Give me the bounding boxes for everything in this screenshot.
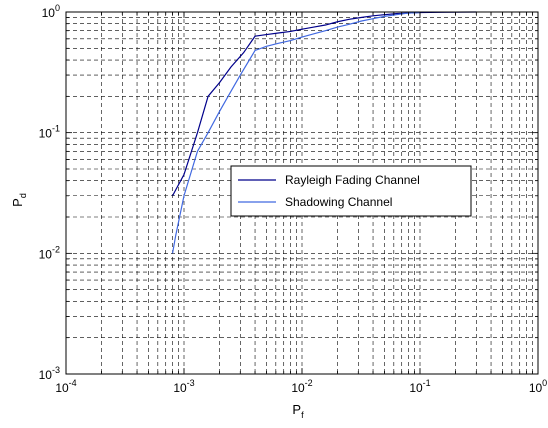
y-axis-label: Pd [10, 193, 28, 207]
x-axis-label: Pf [292, 402, 304, 420]
y-tick-label: 10-2 [39, 244, 60, 261]
y-tick-label-exponent: -3 [52, 365, 60, 375]
x-tick-label-base: 10 [409, 381, 423, 395]
y-axis-label-main: P [10, 198, 25, 207]
x-tick-label-base: 10 [173, 381, 187, 395]
x-tick-label: 10-4 [55, 378, 76, 395]
y-tick-label-exponent: -2 [52, 244, 60, 254]
x-tick-label-base: 10 [55, 381, 69, 395]
y-axis-label-sub: d [18, 193, 28, 198]
x-tick-label: 10-3 [173, 378, 194, 395]
x-tick-label: 10-2 [291, 378, 312, 395]
y-tick-label-exponent: -1 [52, 124, 60, 134]
y-tick-label: 10-3 [39, 365, 60, 382]
y-tick-label-base: 10 [39, 127, 53, 141]
legend: Rayleigh Fading Channel Shadowing Channe… [230, 165, 472, 217]
legend-label-shadowing: Shadowing Channel [285, 195, 392, 209]
y-tick-label-base: 10 [39, 247, 53, 261]
y-tick-label: 10-1 [39, 124, 60, 141]
x-axis-label-sub: f [301, 410, 304, 420]
x-tick-label-exponent: -1 [423, 378, 431, 388]
y-axis-label-group: Pd [10, 193, 28, 207]
x-tick-label-exponent: 0 [542, 378, 547, 388]
series-line-shadowing [171, 11, 421, 254]
x-tick-label-exponent: -2 [305, 378, 313, 388]
x-tick-label: 10-1 [409, 378, 430, 395]
x-tick-label: 100 [529, 378, 547, 395]
y-tick-label-base: 10 [42, 6, 56, 20]
x-tick-label-base: 10 [291, 381, 305, 395]
x-tick-label-exponent: -3 [187, 378, 195, 388]
x-tick-label-base: 10 [529, 381, 543, 395]
y-tick-label: 100 [42, 3, 60, 20]
y-tick-label-exponent: 0 [55, 3, 60, 13]
x-axis-label-main: P [292, 402, 301, 417]
x-tick-label-exponent: -4 [69, 378, 77, 388]
legend-box [230, 165, 472, 217]
y-tick-label-base: 10 [39, 368, 53, 382]
legend-label-rayleigh: Rayleigh Fading Channel [285, 173, 420, 187]
